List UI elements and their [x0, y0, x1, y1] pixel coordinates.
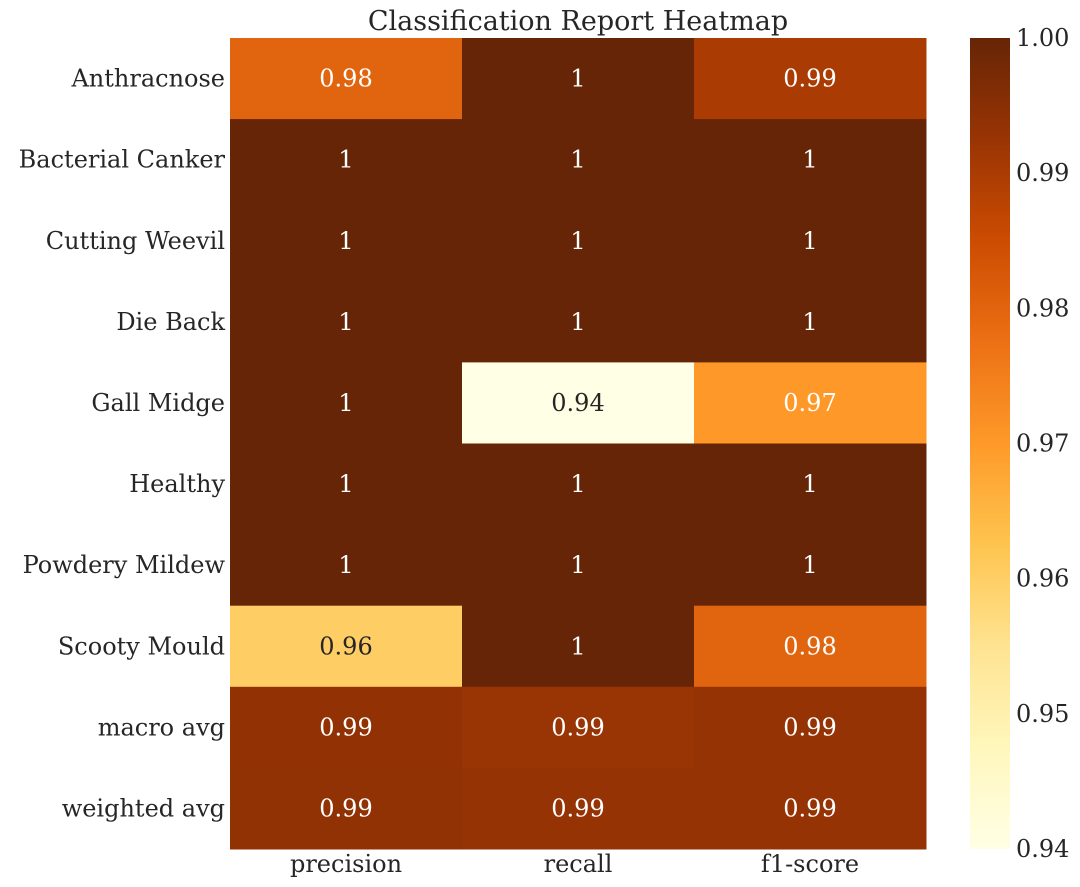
column-label: f1-score: [761, 850, 859, 878]
column-label: recall: [544, 850, 613, 878]
heatmap-cell: [230, 200, 463, 282]
row-label: weighted avg: [62, 794, 225, 822]
heatmap-cell: [462, 119, 695, 201]
cell-annotation: 1: [338, 389, 353, 417]
heatmap-cell: [230, 605, 463, 688]
cell-annotation: 1: [570, 470, 585, 498]
cell-annotation: 1: [802, 308, 817, 336]
cell-annotation: 1: [570, 146, 585, 174]
row-labels: Anthracnose Bacterial Canker Cutting Weevi…: [19, 65, 226, 823]
colorbar-ticks: 1.00 0.99 0.98 0.97 0.96 0.95 0.94: [1016, 24, 1069, 863]
heatmap-cell: [230, 362, 463, 444]
heatmap-cell: [230, 38, 463, 120]
row-label: Gall Midge: [91, 389, 225, 417]
heatmap-cell: [230, 524, 463, 607]
heatmap-cell: [462, 767, 695, 850]
row-label: Cutting Weevil: [46, 227, 225, 255]
heatmap-cell: [462, 362, 695, 444]
colorbar-tick-label: 1.00: [1016, 24, 1069, 52]
chart-title: Classification Report Heatmap: [368, 6, 788, 37]
cell-annotation: 0.94: [551, 389, 604, 417]
colorbar-tick-label: 0.95: [1016, 700, 1069, 728]
cell-annotation: 0.99: [783, 713, 836, 741]
cell-annotation: 0.99: [783, 65, 836, 93]
heatmap-cell: [694, 119, 927, 201]
cell-annotation: 0.96: [319, 632, 372, 660]
colorbar-tick-label: 0.97: [1016, 430, 1069, 458]
colorbar-tick-label: 0.99: [1016, 159, 1069, 187]
heatmap-cell: [462, 686, 695, 769]
cell-annotation: 1: [570, 551, 585, 579]
heatmap-cell: [694, 686, 927, 769]
cell-annotation: 1: [802, 146, 817, 174]
heatmap-cell: [462, 38, 695, 120]
heatmap-cell: [462, 524, 695, 607]
colorbar-tick-label: 0.98: [1016, 294, 1069, 322]
heatmap-cell: [230, 443, 463, 526]
row-label: Anthracnose: [70, 65, 225, 93]
column-labels: precision recall f1-score: [290, 850, 859, 878]
heatmap-cell: [694, 767, 927, 850]
cell-annotation: 0.97: [783, 389, 836, 417]
cell-annotation: 1: [338, 308, 353, 336]
heatmap-cell: [230, 767, 463, 850]
heatmap-cell: [462, 200, 695, 282]
column-label: precision: [290, 850, 402, 878]
row-label: Die Back: [116, 308, 225, 336]
cell-annotation: 0.98: [783, 632, 836, 660]
heatmap-cell: [694, 524, 927, 607]
row-label: Healthy: [129, 470, 225, 498]
row-label: Scooty Mould: [58, 632, 225, 660]
colorbar-tick-label: 0.96: [1016, 565, 1069, 593]
heatmap-cell: [462, 443, 695, 526]
heatmap-cell: [694, 443, 927, 526]
cell-annotation: 1: [338, 470, 353, 498]
cell-annotation: 1: [570, 65, 585, 93]
cell-annotation: 0.99: [551, 794, 604, 822]
cell-annotation: 1: [802, 227, 817, 255]
cell-annotation: 0.99: [319, 713, 372, 741]
cell-annotation: 1: [338, 551, 353, 579]
row-label: Bacterial Canker: [19, 146, 226, 174]
heatmap-cell: [230, 119, 463, 201]
heatmap-cell: [230, 686, 463, 769]
row-label: Powdery Mildew: [23, 551, 226, 579]
row-label: macro avg: [98, 713, 225, 741]
heatmap-cell: [694, 281, 927, 363]
cell-annotation: 1: [802, 470, 817, 498]
cell-annotation: 1: [338, 146, 353, 174]
cell-annotation: 1: [802, 551, 817, 579]
cell-annotation: 1: [570, 308, 585, 336]
cell-annotation: 1: [570, 227, 585, 255]
cell-annotation: 1: [338, 227, 353, 255]
heatmap-cell: [694, 362, 927, 444]
cell-annotation: 0.99: [551, 713, 604, 741]
cell-annotation: 0.99: [783, 794, 836, 822]
heatmap-cell: [230, 281, 463, 363]
heatmap-cell: [694, 200, 927, 282]
heatmap-cell: [462, 281, 695, 363]
heatmap-cells: 0.98 1 0.99 1 1 1 1 1 1 1 1 1 1 0.94 0.97 1 1 1 1 1 1 0.96 1 0.…: [230, 38, 927, 850]
cell-annotation: 0.98: [319, 65, 372, 93]
colorbar: [970, 38, 1010, 849]
colorbar-tick-label: 0.94: [1016, 835, 1069, 863]
cell-annotation: 1: [570, 632, 585, 660]
cell-annotation: 0.99: [319, 794, 372, 822]
heatmap-cell: [694, 605, 927, 688]
heatmap-cell: [462, 605, 695, 688]
heatmap-cell: [694, 38, 927, 120]
